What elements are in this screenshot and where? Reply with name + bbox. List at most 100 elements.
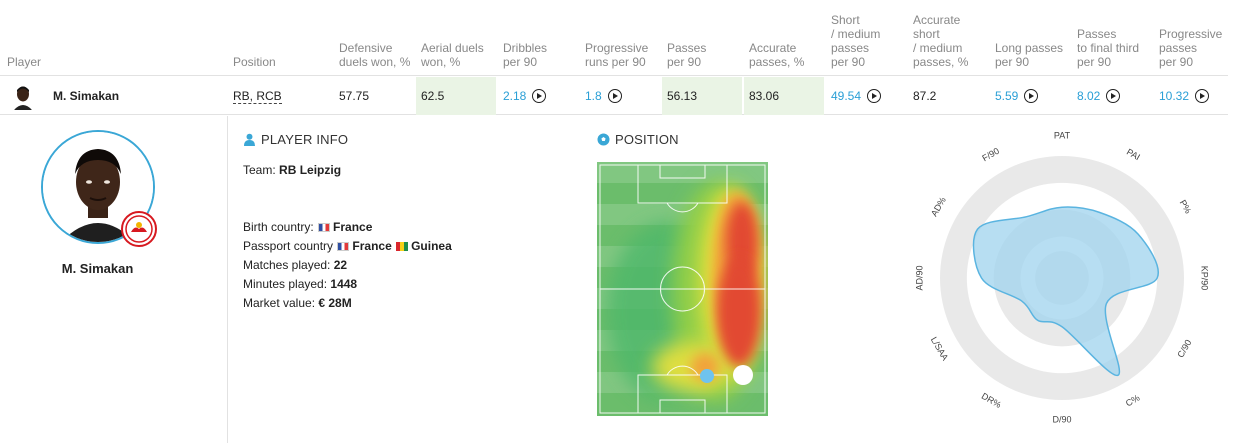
play-circle-icon[interactable] — [867, 89, 882, 103]
header-line: Progressive — [1159, 27, 1223, 41]
header-progressive-runs[interactable]: Progressive runs per 90 — [585, 41, 648, 69]
header-line: Passes — [667, 41, 707, 55]
header-passes[interactable]: Passes per 90 — [667, 41, 706, 69]
table-row[interactable]: M. Simakan RB, RCB 57.75 62.5 2.18 1.8 5… — [0, 77, 1228, 115]
value-long-passes-cell[interactable]: 5.59 — [995, 77, 1039, 115]
header-accurate-short-medium[interactable]: Accurate short / medium passes, % — [913, 13, 968, 69]
table-header: Player Position Defensive duels won, % A… — [0, 0, 1228, 76]
position-title-text: POSITION — [615, 132, 679, 147]
radar-label: PAI — [1125, 147, 1142, 163]
player-name-link[interactable]: M. Simakan — [53, 89, 120, 103]
header-accurate-passes[interactable]: Accurate passes, % — [749, 41, 804, 69]
header-line: short — [913, 27, 940, 41]
header-line: Aerial duels — [421, 41, 484, 55]
passport-value-2: Guinea — [411, 239, 452, 253]
minutes-value: 1448 — [330, 277, 358, 291]
radar-label: KP/90 — [1200, 266, 1210, 291]
header-line: Accurate — [913, 13, 961, 27]
header-line: / medium — [831, 27, 881, 41]
team-label: Team: — [243, 163, 276, 177]
value-progressive-runs[interactable]: 1.8 — [585, 89, 602, 103]
position-title: POSITION — [597, 132, 679, 147]
header-player[interactable]: Player — [7, 55, 42, 69]
radar-label: PAT — [1054, 130, 1071, 140]
value-progressive-runs-cell[interactable]: 1.8 — [585, 77, 622, 115]
passport-value-1: France — [352, 239, 392, 253]
header-line: per 90 — [503, 55, 538, 69]
player-position[interactable]: RB, RCB — [233, 77, 282, 115]
header-aerial-duels[interactable]: Aerial duels won, % — [421, 41, 484, 69]
header-line: per 90 — [1077, 55, 1112, 69]
heat-layer — [607, 182, 764, 402]
header-line: per 90 — [1159, 55, 1194, 69]
position-value: RB, RCB — [233, 89, 282, 104]
value-long-passes[interactable]: 5.59 — [995, 89, 1019, 103]
radar-label: L/SAA — [929, 335, 950, 362]
header-line: passes, % — [913, 55, 969, 69]
value-accurate-short-medium: 87.2 — [913, 89, 937, 103]
passport-line: Passport country France Guinea — [243, 239, 452, 253]
player-name: M. Simakan — [61, 261, 134, 276]
birth-country-label: Birth country: — [243, 220, 314, 234]
matches-line: Matches played: 22 — [243, 258, 347, 272]
market-label: Market value: — [243, 296, 316, 310]
cell-highlight — [662, 77, 742, 115]
france-flag-icon — [318, 223, 331, 232]
play-circle-icon[interactable] — [532, 89, 547, 103]
play-circle-icon[interactable] — [1106, 89, 1121, 103]
birth-country-line: Birth country: France — [243, 220, 372, 234]
header-position[interactable]: Position — [233, 55, 276, 69]
passport-label: Passport country — [243, 239, 334, 253]
header-progressive-passes[interactable]: Progressive passes per 90 — [1159, 27, 1222, 69]
header-defensive-duels[interactable]: Defensive duels won, % — [339, 41, 410, 69]
header-line: passes, % — [749, 55, 805, 69]
header-line: per 90 — [667, 55, 702, 69]
radar-label: C/90 — [1175, 338, 1193, 359]
cell-highlight — [416, 77, 496, 115]
header-line: runs per 90 — [585, 55, 646, 69]
radar-label: C% — [1124, 392, 1142, 408]
player-info-title: PLAYER INFO — [243, 132, 348, 147]
header-line: Dribbles — [503, 41, 548, 55]
header-passes-final-third[interactable]: Passes to final third per 90 — [1077, 27, 1139, 69]
value-accurate-passes: 83.06 — [749, 89, 780, 103]
header-long-passes[interactable]: Long passes per 90 — [995, 41, 1063, 69]
radar-label: D/90 — [1052, 414, 1071, 424]
header-line: passes — [831, 41, 870, 55]
radar-chart: PAT PAI P% KP/90 C/90 C% D/90 DR% L/SAA AD/90 AD% F… — [914, 130, 1210, 424]
team-value[interactable]: RB Leipzig — [279, 163, 342, 177]
header-line: duels won, % — [339, 55, 411, 69]
header-line: to final third — [1077, 41, 1140, 55]
birth-country-value: France — [333, 220, 373, 234]
header-short-medium-passes[interactable]: Short / medium passes per 90 — [831, 13, 880, 69]
value-short-medium-passes[interactable]: 49.54 — [831, 89, 862, 103]
minutes-label: Minutes played: — [243, 277, 328, 291]
value-progressive-passes-cell[interactable]: 10.32 — [1159, 77, 1210, 115]
header-line: Short — [831, 13, 860, 27]
team-line: Team: RB Leipzig — [243, 163, 341, 177]
radar-label: F/90 — [980, 146, 1001, 164]
value-dribbles-cell[interactable]: 2.18 — [503, 77, 547, 115]
player-position-dot — [733, 365, 753, 385]
value-short-medium-cell[interactable]: 49.54 — [831, 77, 882, 115]
header-line: per 90 — [831, 55, 866, 69]
header-dribbles[interactable]: Dribbles per 90 — [503, 41, 547, 69]
play-circle-icon[interactable] — [607, 89, 622, 103]
value-dribbles[interactable]: 2.18 — [503, 89, 527, 103]
value-passes: 56.13 — [667, 89, 698, 103]
header-line: Accurate — [749, 41, 797, 55]
play-circle-icon[interactable] — [1195, 89, 1210, 103]
value-passes-final-third[interactable]: 8.02 — [1077, 89, 1101, 103]
value-progressive-passes[interactable]: 10.32 — [1159, 89, 1190, 103]
header-line: Progressive — [585, 41, 649, 55]
average-position-dot — [700, 369, 714, 383]
value-defensive-duels: 57.75 — [339, 89, 370, 103]
france-flag-icon — [337, 242, 350, 251]
radar-label: P% — [1178, 198, 1194, 215]
person-icon — [244, 133, 255, 146]
play-circle-icon[interactable] — [1024, 89, 1039, 103]
value-passes-final-third-cell[interactable]: 8.02 — [1077, 77, 1121, 115]
header-line: won, % — [421, 55, 461, 69]
minutes-line: Minutes played: 1448 — [243, 277, 357, 291]
market-value-line: Market value: € 28M — [243, 296, 352, 310]
